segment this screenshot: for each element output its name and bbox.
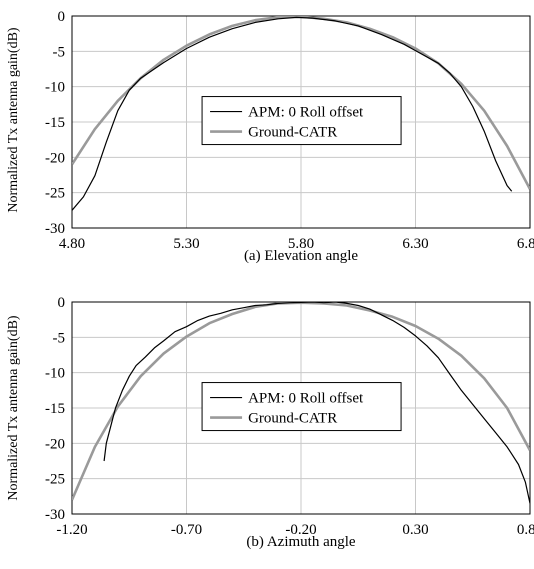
x-tick-label: 5.30: [173, 236, 199, 252]
legend-label: Ground-CATR: [248, 411, 337, 427]
chart-caption: (a) Elevation angle: [244, 248, 358, 264]
y-axis-label: Normalized Tx antenna gain(dB): [6, 27, 21, 213]
y-tick-label: -5: [53, 44, 66, 60]
chart-caption: (b) Azimuth angle: [246, 534, 355, 550]
y-tick-label: -10: [45, 366, 65, 382]
y-tick-label: -30: [45, 507, 65, 523]
legend-label: Ground-CATR: [248, 125, 337, 141]
x-tick-label: -0.70: [171, 522, 202, 538]
azimuth-chart: 0 -5 -10 -15 -20 -25 -30-1.20 -0.70 -0.20 0.30 0.8…: [6, 295, 534, 550]
series-line-apm: [72, 16, 513, 211]
series-line-apm: [103, 302, 530, 504]
legend-box: [201, 382, 402, 432]
x-tick-label: 5.80: [288, 236, 314, 252]
x-tick-label: -0.20: [285, 522, 316, 538]
y-tick-label: -15: [45, 401, 65, 417]
x-tick-label: -1.20: [56, 522, 87, 538]
x-tick-label: 4.80: [59, 236, 85, 252]
y-tick-label: -5: [53, 330, 66, 346]
x-tick-label: 6.30: [402, 236, 428, 252]
x-tick-label: 0.80: [517, 522, 534, 538]
elevation-chart: 0 -5 -10 -15 -20 -25 -304.80 5.30 5.80 6.30 6.80 (a…: [6, 9, 534, 264]
legend-label: APM: 0 Roll offset: [248, 391, 364, 407]
legend-label: APM: 0 Roll offset: [248, 105, 364, 121]
y-axis-label: Normalized Tx antenna gain(dB): [6, 315, 21, 501]
y-tick-label: 0: [58, 9, 66, 25]
y-tick-label: -30: [45, 221, 65, 237]
y-tick-label: -20: [45, 150, 65, 166]
y-tick-label: -25: [45, 472, 65, 488]
x-tick-label: 0.30: [402, 522, 428, 538]
x-tick-label: 6.80: [517, 236, 534, 252]
y-tick-label: -20: [45, 436, 65, 452]
legend-box: [201, 96, 402, 146]
y-tick-label: -25: [45, 186, 65, 202]
y-tick-label: -10: [45, 80, 65, 96]
y-tick-label: -15: [45, 115, 65, 131]
y-tick-label: 0: [58, 295, 66, 311]
